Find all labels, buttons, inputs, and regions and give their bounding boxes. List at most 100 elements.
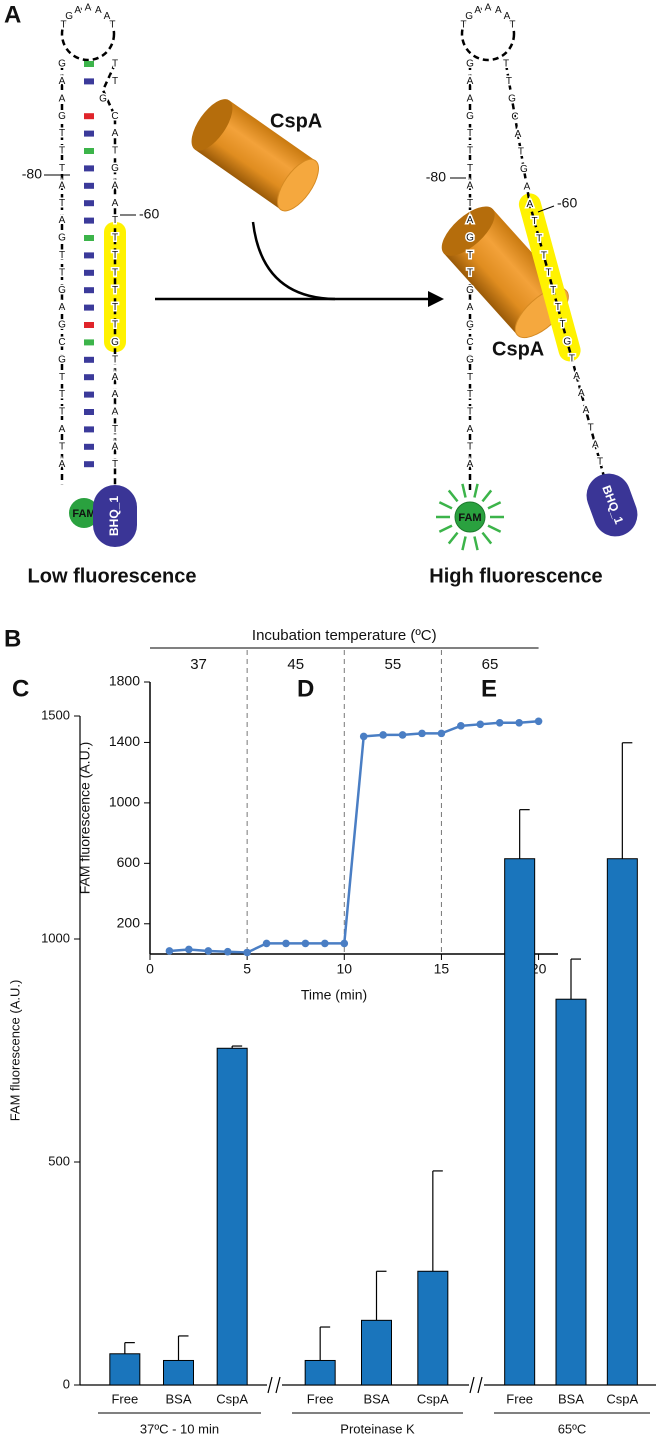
y-tick-label: 500 <box>48 1153 70 1168</box>
protein-label: CspA <box>492 338 544 360</box>
quencher <box>93 485 137 547</box>
nucleotide: A <box>59 424 66 435</box>
nucleotide: A <box>504 11 511 22</box>
x-tick-label: BSA <box>363 1391 389 1406</box>
nucleotide: T <box>59 267 65 278</box>
y-tick-label: 1000 <box>41 930 70 945</box>
nucleotide: A <box>467 215 474 226</box>
bar <box>555 998 587 1386</box>
x-tick-label: CspA <box>606 1391 638 1406</box>
nucleotide: T <box>61 20 67 31</box>
phase-label: 55 <box>385 656 402 673</box>
y-tick-label: 1500 <box>41 707 70 722</box>
nucleotide: T <box>588 422 594 433</box>
nucleotide: T <box>531 216 537 227</box>
fluorophore-label: FAM <box>458 512 481 524</box>
nucleotide: T <box>509 20 515 31</box>
nucleotide: T <box>112 250 118 261</box>
base-pair <box>84 339 94 346</box>
data-point <box>204 947 213 955</box>
nucleotide: A <box>59 180 66 191</box>
x-tick-label: 15 <box>434 961 450 977</box>
nucleotide: G <box>466 111 474 122</box>
data-point <box>418 729 426 738</box>
nucleotide: T <box>59 372 65 383</box>
nucleotide: G <box>466 233 474 244</box>
data-point <box>398 731 407 739</box>
nucleotide: A <box>112 407 119 418</box>
loop <box>460 6 516 62</box>
chart-panels: B Incubation temperature (ºC) 37 45 55 65 0 5 10… <box>4 625 656 1436</box>
base-pair <box>84 148 94 154</box>
position-label: -80 <box>426 169 446 185</box>
x-tick-label: BSA <box>558 1391 584 1406</box>
group-caption: Proteinase K <box>340 1421 415 1436</box>
nucleotide: A <box>112 128 119 139</box>
data-point <box>262 939 271 948</box>
nucleotide: A <box>59 302 66 313</box>
y-tick-label: 1000 <box>109 794 140 810</box>
arrow-head <box>428 291 444 307</box>
nucleotide: T <box>545 268 551 279</box>
base-pair <box>84 356 94 363</box>
nucleotide: T <box>536 233 542 244</box>
group-caption: 37ºC - 10 min <box>140 1421 219 1436</box>
axis-break <box>267 1376 273 1394</box>
base-pair <box>84 130 94 137</box>
glow-ray <box>481 531 493 545</box>
strand <box>101 63 117 485</box>
data-point <box>495 719 504 727</box>
highlight <box>518 193 581 362</box>
base-pair <box>84 374 94 381</box>
nucleotide: T <box>541 251 547 262</box>
glow-ray <box>461 536 467 551</box>
highlight <box>104 222 126 352</box>
bar <box>163 1359 194 1386</box>
glow-ray <box>447 531 459 545</box>
base-pair <box>84 409 94 415</box>
quencher-label: BHQ_1 <box>107 496 121 536</box>
nucleotide: A <box>59 459 66 470</box>
nucleotide: G <box>58 354 66 365</box>
base-pair <box>84 235 94 241</box>
nucleotide: T <box>112 285 118 296</box>
group-caption: 65ºC <box>558 1421 587 1436</box>
nucleotide: G <box>65 11 73 22</box>
nucleotide: G <box>58 285 66 296</box>
nucleotide: G <box>520 164 528 175</box>
data-point <box>185 945 193 954</box>
nucleotide: T <box>112 354 118 365</box>
nucleotide: A <box>583 405 590 416</box>
nucleotide: G <box>111 163 119 174</box>
y-tick-label: 600 <box>117 854 141 870</box>
nucleotide: G <box>508 94 516 105</box>
base-pair <box>84 252 94 259</box>
glow-ray <box>438 524 453 533</box>
nucleotide: A <box>495 5 502 16</box>
bar <box>361 1319 392 1386</box>
x-tick-label: Free <box>111 1391 138 1406</box>
nucleotide: T <box>467 389 473 400</box>
glow-ray <box>447 489 459 503</box>
nucleotide: T <box>112 320 118 331</box>
nucleotide: T <box>112 146 118 157</box>
cylinder-back <box>191 99 233 151</box>
nucleotide: C <box>58 337 65 348</box>
base-pair <box>84 322 94 328</box>
data-point <box>165 947 174 955</box>
nucleotide: T <box>503 59 509 70</box>
nucleotide: A <box>467 76 474 87</box>
position-label: -60 <box>557 195 577 211</box>
base-pair <box>84 78 94 85</box>
nucleotide: A <box>515 129 522 140</box>
nucleotide: T <box>506 76 512 87</box>
panel-label: B <box>4 625 21 652</box>
nucleotide: T <box>518 146 524 157</box>
x-tick-label: 0 <box>146 961 154 977</box>
base-pair <box>84 426 94 433</box>
series-line <box>169 720 539 954</box>
glow-ray <box>487 501 502 510</box>
nucleotide: A <box>104 11 111 22</box>
nucleotide: T <box>112 267 118 278</box>
caption: High fluorescence <box>429 565 602 587</box>
